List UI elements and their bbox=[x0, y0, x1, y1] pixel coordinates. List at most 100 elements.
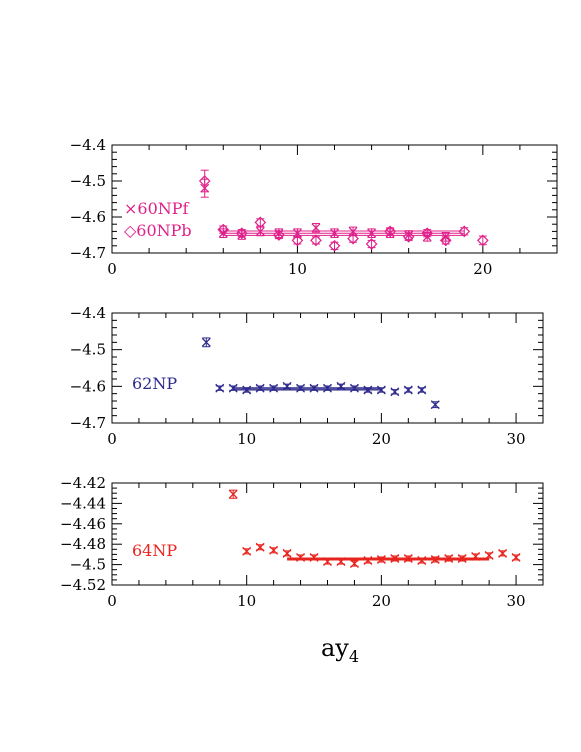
x-tick-label: 30 bbox=[507, 430, 526, 448]
data-point bbox=[336, 381, 346, 391]
cross-marker bbox=[255, 542, 265, 552]
cross-marker bbox=[296, 553, 306, 562]
data-point bbox=[417, 385, 427, 395]
cross-marker bbox=[255, 383, 265, 393]
cross-marker bbox=[484, 550, 494, 560]
cross-marker bbox=[336, 557, 346, 566]
cross-marker bbox=[403, 554, 413, 563]
data-point bbox=[430, 400, 440, 410]
diamond-marker bbox=[439, 234, 452, 247]
cross-marker bbox=[457, 554, 467, 563]
data-point bbox=[255, 542, 265, 552]
y-tick-label: −4.5 bbox=[70, 172, 106, 190]
diamond-marker bbox=[347, 232, 359, 245]
x-tick-label: 30 bbox=[507, 592, 526, 610]
x-tick-label: 0 bbox=[107, 592, 117, 610]
data-point bbox=[476, 234, 489, 247]
cross-marker bbox=[292, 228, 302, 238]
diamond-marker bbox=[421, 227, 434, 240]
data-point bbox=[282, 381, 292, 391]
data-point bbox=[323, 557, 332, 566]
data-point bbox=[254, 216, 267, 229]
cross-marker bbox=[215, 383, 225, 393]
data-point bbox=[215, 383, 225, 393]
cross-marker bbox=[311, 223, 321, 233]
cross-marker bbox=[282, 381, 292, 391]
data-point bbox=[269, 383, 279, 393]
cross-marker bbox=[242, 385, 252, 395]
data-point bbox=[403, 385, 413, 395]
data-point bbox=[201, 337, 211, 348]
x-tick-label: 0 bbox=[107, 430, 117, 448]
y-tick-label: −4.52 bbox=[60, 576, 106, 594]
y-tick-label: −4.4 bbox=[70, 304, 106, 322]
cross-marker bbox=[390, 387, 400, 397]
diamond-marker bbox=[328, 239, 341, 252]
data-point bbox=[471, 551, 481, 561]
data-point bbox=[296, 383, 306, 393]
data-point bbox=[421, 227, 434, 240]
diamond-marker bbox=[235, 227, 248, 240]
y-tick-label: −4.42 bbox=[60, 474, 106, 492]
y-tick-label: −4.5 bbox=[70, 556, 106, 574]
cross-marker bbox=[242, 546, 252, 556]
cross-marker bbox=[444, 554, 454, 563]
x-axis-label-main: ay bbox=[321, 634, 349, 662]
x-tick-label: 20 bbox=[372, 592, 391, 610]
diamond-marker bbox=[476, 234, 489, 247]
cross-marker bbox=[349, 383, 359, 393]
y-tick-label: −4.6 bbox=[70, 208, 106, 226]
data-point bbox=[255, 226, 265, 237]
data-point bbox=[365, 238, 378, 250]
data-point bbox=[291, 234, 304, 247]
series-64NP bbox=[228, 489, 521, 569]
cross-marker bbox=[367, 228, 377, 238]
data-point bbox=[311, 222, 321, 233]
y-tick-label: −4.7 bbox=[70, 244, 106, 262]
cross-marker bbox=[282, 548, 292, 558]
diamond-marker bbox=[254, 216, 267, 229]
diamond-marker bbox=[291, 234, 304, 247]
data-point bbox=[363, 556, 373, 565]
data-point bbox=[430, 555, 440, 564]
data-point bbox=[309, 383, 319, 393]
data-point bbox=[444, 554, 454, 563]
data-point bbox=[402, 230, 415, 243]
data-point bbox=[498, 548, 508, 558]
data-point bbox=[310, 234, 322, 247]
data-point bbox=[235, 227, 248, 240]
cross-marker bbox=[376, 555, 386, 564]
data-point bbox=[255, 383, 265, 393]
data-point bbox=[228, 383, 238, 393]
data-point bbox=[198, 169, 211, 193]
diamond-marker bbox=[365, 238, 378, 250]
cross-marker bbox=[309, 553, 319, 562]
legend-entry-62NP: 62NP bbox=[132, 374, 177, 393]
plot-frame bbox=[111, 482, 544, 586]
cross-marker bbox=[309, 383, 319, 393]
x-tick-label: 10 bbox=[237, 592, 256, 610]
data-point bbox=[269, 545, 279, 555]
cross-marker bbox=[336, 381, 346, 391]
legend-entry-60NPf: ×60NPf bbox=[124, 199, 190, 218]
cross-marker bbox=[269, 545, 279, 555]
data-point bbox=[347, 232, 359, 245]
data-point bbox=[376, 555, 386, 564]
data-point bbox=[273, 229, 285, 241]
cross-marker bbox=[323, 383, 332, 393]
chart-panel-1: 0 10 20 −4.7 −4.6 −4.5 −4.4 ×60NPf ◇60NPb bbox=[70, 136, 558, 278]
cross-marker bbox=[323, 557, 332, 566]
data-point bbox=[242, 385, 252, 395]
x-tick-label: 20 bbox=[372, 430, 391, 448]
diamond-marker bbox=[217, 223, 230, 236]
cross-marker bbox=[376, 385, 386, 395]
legend-entry-64NP: 64NP bbox=[132, 541, 177, 560]
series-60NPb bbox=[198, 169, 489, 252]
diamond-marker bbox=[458, 225, 471, 238]
cross-marker bbox=[330, 228, 339, 238]
data-point bbox=[282, 548, 292, 558]
y-tick-label: −4.6 bbox=[70, 377, 106, 395]
cross-marker bbox=[390, 554, 400, 563]
data-point bbox=[309, 553, 319, 562]
data-point bbox=[349, 559, 359, 569]
